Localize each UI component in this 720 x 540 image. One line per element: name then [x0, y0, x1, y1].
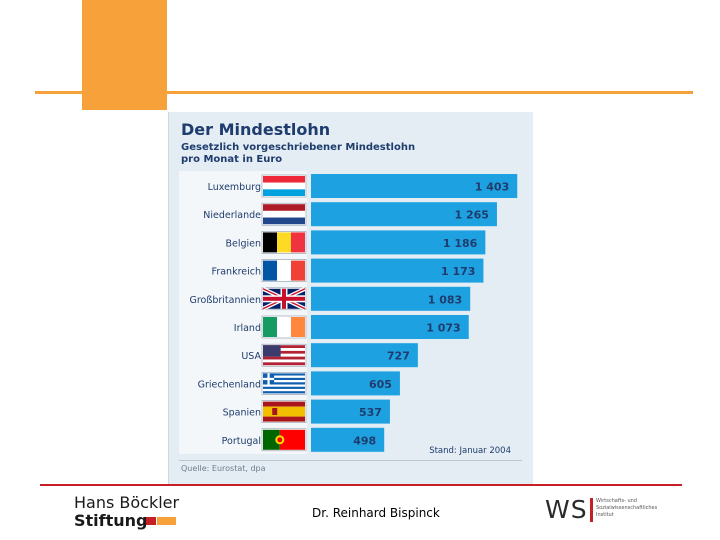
bar	[311, 427, 385, 452]
hans-boeckler-logo: Hans Böckler Stiftung	[74, 493, 184, 533]
bar	[311, 258, 484, 283]
flag-usa-icon	[261, 343, 307, 367]
flag-belgium-icon	[261, 231, 307, 254]
category-label: Großbritannien	[189, 295, 261, 306]
value-label: 1 186	[443, 237, 478, 250]
value-label: 1 403	[475, 181, 509, 194]
value-label: 1 083	[428, 293, 462, 306]
value-label: 727	[387, 350, 410, 363]
orange-header-line	[35, 91, 693, 94]
category-label: Belgien	[225, 238, 261, 249]
value-label: 1 265	[455, 209, 489, 222]
value-label: 605	[369, 378, 392, 391]
bar	[311, 399, 390, 424]
footer-author: Dr. Reinhard Bispinck	[312, 506, 440, 520]
value-label: 498	[353, 434, 376, 447]
category-label: Niederlande	[203, 210, 261, 221]
bar	[311, 202, 497, 227]
category-label: Spanien	[223, 408, 261, 419]
chart-source: Quelle: Eurostat, dpa	[181, 464, 266, 473]
category-label: Luxemburg	[208, 182, 261, 193]
flag-spain-icon	[261, 400, 307, 423]
category-label: Griechenland	[198, 379, 261, 390]
flag-netherlands-icon	[261, 202, 307, 226]
flag-ireland-icon	[261, 315, 307, 339]
bar	[311, 315, 469, 339]
category-label: USA	[241, 351, 261, 362]
chart-panel: Der Mindestlohn Gesetzlich vorgeschriebe…	[168, 112, 533, 484]
bar	[311, 343, 418, 368]
bar-chart: Luxemburg 1 403 Niederlande 1 265 Belgien 1 1…	[179, 171, 518, 454]
logo-mark-icon	[146, 517, 176, 525]
value-label: 1 173	[441, 265, 475, 278]
chart-title: Der Mindestlohn	[181, 120, 331, 139]
bar	[311, 174, 518, 198]
chart-subtitle: Gesetzlich vorgeschriebener Mindestlohn …	[181, 142, 416, 165]
flag-france-icon	[261, 259, 307, 282]
flag-uk-icon	[261, 286, 307, 311]
chart-note: Stand: Januar 2004	[429, 446, 511, 456]
flag-portugal-icon	[261, 428, 307, 452]
chart-divider	[179, 460, 522, 461]
value-label: 537	[359, 406, 382, 419]
bar	[311, 286, 471, 311]
bar	[311, 230, 486, 255]
flag-greece-icon	[261, 372, 307, 395]
wsi-logo: WSI Wirtschafts- und Sozialwissenschaftl…	[545, 495, 665, 527]
logo-line-2: Stiftung	[74, 511, 148, 530]
category-label: Irland	[234, 323, 261, 334]
category-label: Frankreich	[212, 267, 261, 278]
wsi-tagline: Wirtschafts- und Sozialwissenschaftliche…	[596, 498, 658, 518]
footer-red-line	[40, 484, 682, 486]
bar	[311, 371, 400, 396]
logo-line-1: Hans Böckler	[74, 493, 180, 512]
flag-luxembourg-icon	[261, 174, 307, 198]
wsi-letters: WSI	[545, 495, 596, 524]
wsi-red-bar	[590, 498, 593, 522]
category-label: Portugal	[222, 436, 261, 447]
value-label: 1 073	[426, 322, 460, 335]
